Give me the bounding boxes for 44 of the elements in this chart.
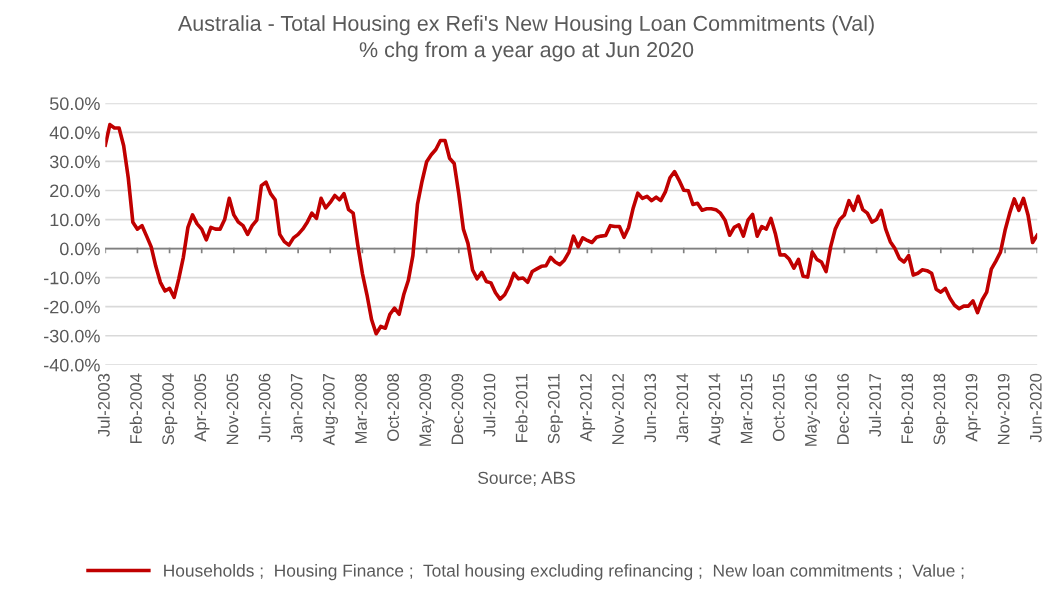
y-tick-label: -30.0% [44,329,100,343]
x-tick-label: Mar-2015 [740,373,753,444]
source-note: Source; ABS [478,471,575,486]
y-tick-label: -20.0% [44,300,100,314]
x-tick-label: Jul-2010 [483,373,496,437]
x-tick-label: May-2016 [804,373,821,446]
y-tick-label: -40.0% [44,358,100,372]
y-tick-label: 20.0% [50,184,100,198]
legend-label: Households ; Housing Finance ; Total housing excluding refinancing ; New loan commitments ; Value ; [164,564,964,581]
x-tick-label: Feb-2018 [900,373,914,444]
y-tick-label: 50.0% [49,97,100,111]
x-tick-label: Dec-2009 [451,373,464,445]
x-tick-label: Oct-2015 [772,373,785,441]
x-tick-label: May-2009 [419,373,435,446]
x-tick-label: Aug-2014 [708,373,724,446]
x-tick-label: Feb-2011 [515,373,528,442]
x-tick-label: Apr-2005 [194,373,210,442]
line-series [105,122,1038,336]
x-tick-label: Oct-2008 [387,373,399,441]
x-tick-label: Sep-2018 [933,373,949,445]
y-tick-label: 40.0% [49,126,100,140]
x-tick-label: Jan-2007 [290,373,303,443]
x-tick-label: Nov-2005 [226,373,239,445]
x-tick-label: Dec-2016 [837,373,849,445]
x-tick-label: Sep-2011 [547,373,563,444]
x-tick-label: Nov-2019 [997,373,1010,445]
x-tick-label: Sep-2004 [162,373,178,445]
x-tick-label: Nov-2012 [612,373,624,445]
x-tick-label: Jun-2006 [258,373,271,443]
chart-title: Australia - Total Housing ex Refi's New Housing Loan Commitments (Val) % chg from a year ago at Jun 2020 [177,15,874,62]
x-tick-label: Apr-2012 [579,373,596,442]
x-tick-label: Jul-2003 [97,373,110,437]
x-tick-label: Apr-2019 [965,373,981,442]
x-tick-label: Jun-2020 [1029,373,1042,443]
y-tick-label: 0.0% [59,242,100,256]
x-tick-label: Jun-2013 [644,373,657,443]
x-tick-label: Jul-2017 [868,373,882,437]
x-tick-label: Aug-2007 [322,373,339,446]
y-tick-label: -10.0% [44,271,100,285]
x-tick-label: Mar-2008 [355,373,367,444]
x-tick-label: Feb-2004 [129,373,142,444]
x-tick-label: Jan-2014 [676,373,689,443]
y-tick-label: 10.0% [50,213,100,227]
y-tick-label: 30.0% [49,155,100,169]
